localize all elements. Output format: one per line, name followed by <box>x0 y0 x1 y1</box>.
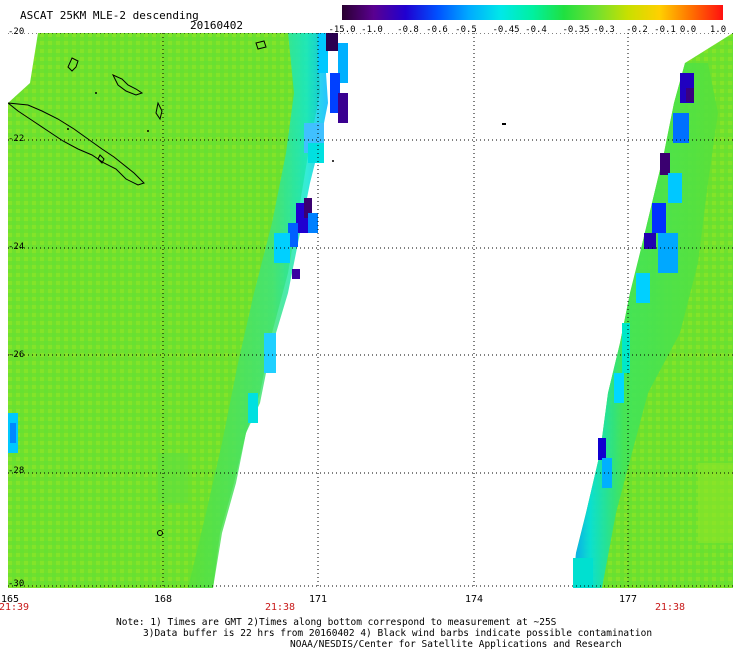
coastline <box>8 40 267 536</box>
lat-label: -22 <box>8 134 25 144</box>
scale-label: -15.0 <box>328 25 356 35</box>
scale-label: -0.45 <box>492 25 520 35</box>
time-label: 21:38 <box>654 602 686 613</box>
lat-label: -30 <box>8 579 25 589</box>
color-scale-labels: -15.0 -1.0 -0.8 -0.6 -0.5 -0.45 -0.4 -0.… <box>328 25 736 37</box>
scale-label: -0.3 <box>593 25 615 35</box>
scale-label: 1.0 <box>709 25 727 35</box>
time-label: 21:39 <box>0 602 30 613</box>
scale-label: -1.0 <box>361 25 383 35</box>
time-label: 21:38 <box>264 602 296 613</box>
lon-label: 171 <box>308 594 328 605</box>
scale-label: -0.35 <box>562 25 590 35</box>
scale-label: -0.4 <box>525 25 547 35</box>
lon-label: 165 <box>0 594 20 605</box>
scale-label: -0.1 <box>654 25 676 35</box>
lat-label: -26 <box>8 350 25 360</box>
footnote-line-1: Note: 1) Times are GMT 2)Times along bot… <box>116 617 557 628</box>
coastline-dots <box>67 92 506 162</box>
scale-label: -0.5 <box>455 25 477 35</box>
color-scale-gradient <box>342 5 723 20</box>
lon-label: 174 <box>464 594 484 605</box>
scale-label: -0.2 <box>626 25 648 35</box>
product-title: ASCAT 25KM MLE-2 descending <box>20 9 199 22</box>
lat-label: -20 <box>8 27 25 37</box>
color-scale-bar <box>342 5 723 20</box>
product-date: 20160402 <box>190 19 243 32</box>
lon-label: 177 <box>618 594 638 605</box>
graticule <box>8 33 733 588</box>
footnote-line-2: 3)Data buffer is 22 hrs from 20160402 4)… <box>143 628 653 639</box>
lat-label: -24 <box>8 242 25 252</box>
left-swath <box>8 33 348 588</box>
right-swath <box>573 33 733 588</box>
lon-label: 168 <box>153 594 173 605</box>
credit-line: NOAA/NESDIS/Center for Satellite Applica… <box>290 639 622 650</box>
scale-label: -0.6 <box>426 25 448 35</box>
lat-label: -28 <box>8 466 25 476</box>
scale-label: 0.0 <box>679 25 697 35</box>
scale-label: -0.8 <box>397 25 419 35</box>
scatterometer-map <box>8 33 733 588</box>
